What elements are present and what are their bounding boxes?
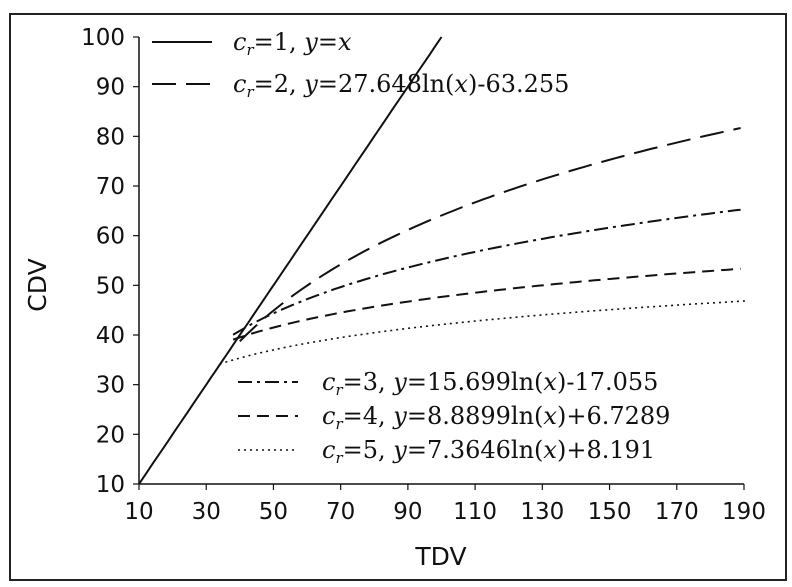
series-line-cr2: [239, 127, 741, 343]
series-line-cr5: [219, 300, 748, 365]
legend-label-part: r: [335, 415, 343, 433]
legend-label-part: y: [303, 70, 318, 98]
legend-label: cr=5, y=7.3646ln(x)+8.191: [322, 436, 655, 467]
x-tick-label: 110: [453, 499, 497, 525]
legend-label-part: r: [246, 41, 254, 59]
legend-label-part: r: [335, 381, 343, 399]
legend-label-part: =5,: [343, 436, 394, 464]
legend-label-part: y: [392, 436, 407, 464]
legend-label-part: )-17.055: [557, 368, 658, 396]
legend-label-part: r: [335, 449, 343, 467]
legend-label-part: =15.699ln(: [407, 368, 544, 396]
legend-label-part: =4,: [343, 402, 394, 430]
legend-label-part: x: [543, 402, 557, 430]
legend-label-part: c: [233, 70, 246, 98]
series-line-cr1: [138, 36, 443, 485]
x-tick-label: 150: [588, 499, 632, 525]
legend-label-part: c: [322, 436, 335, 464]
y-tick-label: 40: [96, 323, 125, 349]
legend-label-part: c: [233, 28, 246, 56]
legend-label-part: =1,: [254, 28, 305, 56]
y-tick-label: 10: [96, 472, 125, 498]
legend-label-part: )+6.7289: [557, 402, 670, 430]
y-axis-title: CDV: [23, 258, 52, 311]
series-line-cr3: [232, 208, 741, 336]
legend-label-part: )-63.255: [468, 70, 569, 98]
x-tick-label: 30: [192, 499, 221, 525]
legend-item-cr5: cr=5, y=7.3646ln(x)+8.191: [238, 436, 655, 467]
legend-item-cr1: cr=1, y=x: [152, 28, 352, 59]
legend-label-part: =2,: [254, 70, 305, 98]
legend-label-part: =27.648ln(: [318, 70, 455, 98]
y-tick-label: 70: [96, 174, 125, 200]
x-tick-label: 130: [520, 499, 564, 525]
y-tick-label: 80: [96, 124, 125, 150]
axes: 10 30 50 70 90 110 130 150 170 190 10 20 30 40 50 60 70 8…: [81, 25, 766, 525]
y-tick-label: 20: [96, 422, 125, 448]
legend-label-part: y: [392, 402, 407, 430]
legend-label-part: c: [322, 402, 335, 430]
x-tick-label: 90: [393, 499, 422, 525]
legend-label-part: r: [246, 83, 254, 101]
legend-label-part: =8.8899ln(: [407, 402, 544, 430]
legend-label-part: c: [322, 368, 335, 396]
x-axis-title: TDV: [414, 542, 466, 571]
curves: [138, 36, 748, 485]
y-tick-label: 30: [96, 373, 125, 399]
legend-label-part: x: [338, 28, 352, 56]
legend-label-part: =: [318, 28, 338, 56]
legend-item-cr3: cr=3, y=15.699ln(x)-17.055: [238, 368, 658, 399]
legend-label-part: y: [303, 28, 318, 56]
legend-item-cr4: cr=4, y=8.8899ln(x)+6.7289: [238, 402, 670, 433]
x-tick-label: 70: [326, 499, 355, 525]
y-tick-label: 100: [81, 25, 125, 51]
legend-label: cr=1, y=x: [233, 28, 352, 59]
legend-label-part: =7.3646ln(: [407, 436, 544, 464]
legend-label-part: x: [454, 70, 468, 98]
x-tick-label: 190: [722, 499, 766, 525]
legend-label: cr=4, y=8.8899ln(x)+6.7289: [322, 402, 670, 433]
legend-item-cr2: cr=2, y=27.648ln(x)-63.255: [152, 70, 569, 101]
x-tick-label: 10: [124, 499, 153, 525]
series-line-cr4: [232, 267, 741, 341]
x-tick-label: 50: [259, 499, 288, 525]
legend-label-part: x: [543, 368, 557, 396]
y-tick-label: 60: [96, 224, 125, 250]
legend-label: cr=2, y=27.648ln(x)-63.255: [233, 70, 569, 101]
legend-label-part: )+8.191: [557, 436, 655, 464]
legend-label: cr=3, y=15.699ln(x)-17.055: [322, 368, 658, 399]
legend-label-part: =3,: [343, 368, 394, 396]
legend-label-part: x: [543, 436, 557, 464]
legend: cr=1, y=xcr=2, y=27.648ln(x)-63.255cr=3,…: [152, 28, 670, 467]
legend-label-part: y: [392, 368, 407, 396]
x-tick-label: 170: [655, 499, 699, 525]
y-tick-label: 50: [96, 273, 125, 299]
y-tick-label: 90: [96, 75, 125, 101]
